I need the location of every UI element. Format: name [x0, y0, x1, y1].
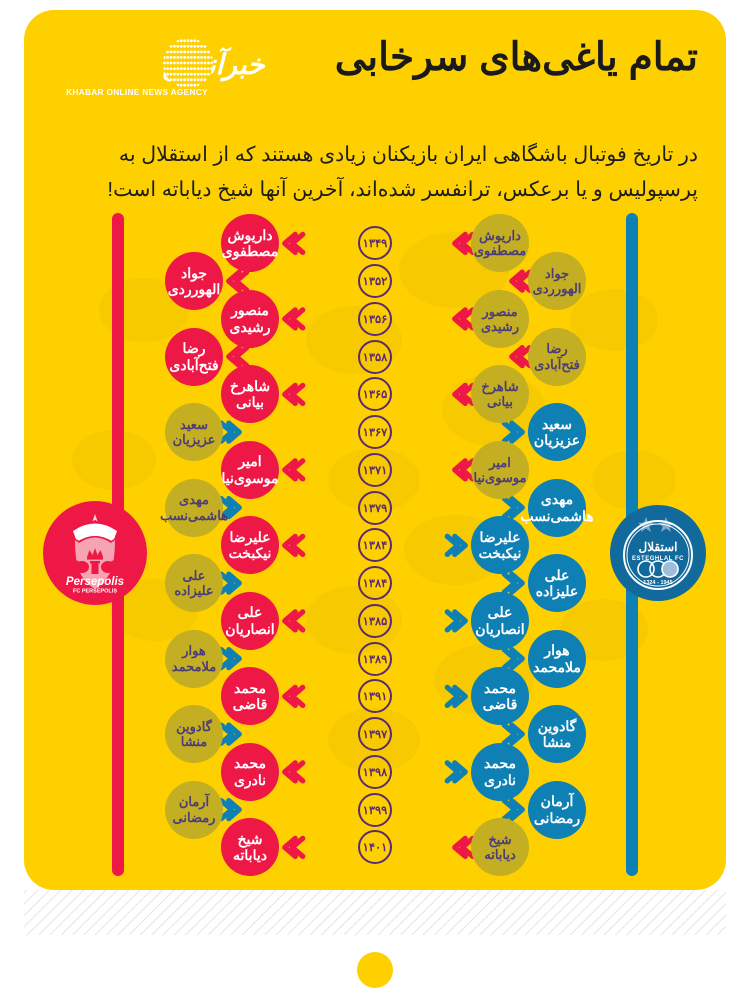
svg-text:Persepolis: Persepolis [66, 576, 124, 588]
svg-text:1945 - 1324: 1945 - 1324 [643, 580, 672, 586]
svg-text:FC PERSEPOLIS: FC PERSEPOLIS [73, 589, 117, 595]
svg-text:استقلال: استقلال [639, 540, 678, 554]
